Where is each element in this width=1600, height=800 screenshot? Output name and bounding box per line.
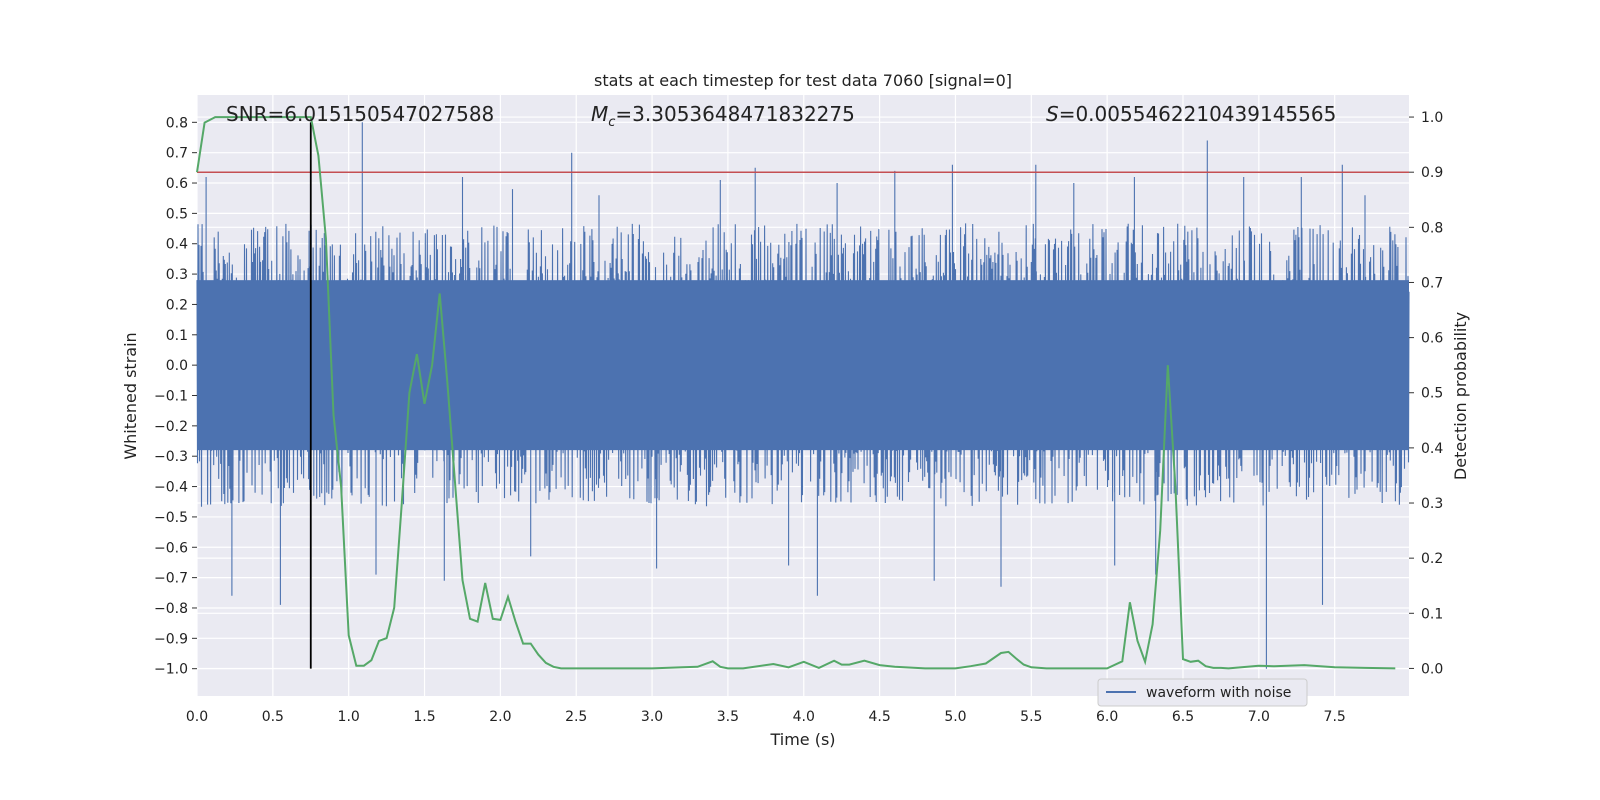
y-left-tick-label: 0.8 xyxy=(166,115,188,131)
y-left-tick-label: 0.0 xyxy=(166,358,188,374)
y-right-tick-label: 0.1 xyxy=(1421,606,1443,622)
y-right-tick-label: 0.5 xyxy=(1421,386,1443,402)
x-tick-label: 7.0 xyxy=(1248,709,1270,725)
x-tick-label: 7.5 xyxy=(1324,709,1346,725)
y-left-tick-label: −0.7 xyxy=(154,571,188,587)
y-right-tick-label: 1.0 xyxy=(1421,110,1443,126)
x-tick-label: 4.5 xyxy=(868,709,890,725)
y-left-axis-ticks: 0.8 0.7 0.6 0.5 0.4 0.3 0.2 0.1 0.0 −0.1 −0.2 −0.3 −… xyxy=(154,115,197,678)
y-left-tick-label: −0.6 xyxy=(154,540,188,556)
mc-symbol: M xyxy=(591,102,608,126)
y-left-axis-label: Whitened strain xyxy=(121,332,140,459)
chart-title: stats at each timestep for test data 706… xyxy=(594,71,1012,90)
x-tick-label: 3.0 xyxy=(641,709,663,725)
mc-value: =3.3053648471832275 xyxy=(615,102,854,126)
y-left-tick-label: −0.3 xyxy=(154,449,188,465)
x-tick-label: 5.0 xyxy=(944,709,966,725)
y-right-tick-label: 0.3 xyxy=(1421,496,1443,512)
x-tick-label: 1.5 xyxy=(413,709,435,725)
snr-annotation: SNR=6.015150547027588 xyxy=(226,102,494,126)
y-left-tick-label: −1.0 xyxy=(154,662,188,678)
x-tick-label: 2.0 xyxy=(489,709,511,725)
y-left-tick-label: −0.4 xyxy=(154,480,188,496)
y-right-tick-label: 0.2 xyxy=(1421,551,1443,567)
x-tick-label: 0.0 xyxy=(186,709,208,725)
waveform-series xyxy=(196,122,1410,669)
mc-subscript: c xyxy=(608,115,615,130)
x-tick-label: 5.5 xyxy=(1020,709,1042,725)
y-left-tick-label: −0.1 xyxy=(154,389,188,405)
y-right-tick-label: 0.0 xyxy=(1421,661,1443,677)
x-tick-label: 6.0 xyxy=(1096,709,1118,725)
y-left-tick-label: 0.7 xyxy=(166,146,188,162)
x-tick-label: 1.0 xyxy=(338,709,360,725)
y-right-tick-label: 0.6 xyxy=(1421,331,1443,347)
detection-probability-line xyxy=(196,116,1396,670)
x-tick-label: 2.5 xyxy=(565,709,587,725)
y-left-tick-label: 0.2 xyxy=(166,297,188,313)
x-axis-label: Time (s) xyxy=(769,730,835,749)
y-left-tick-label: 0.6 xyxy=(166,176,188,192)
y-right-axis-label: Detection probability xyxy=(1451,312,1470,480)
y-left-tick-label: 0.4 xyxy=(166,237,188,253)
x-tick-label: 4.0 xyxy=(793,709,815,725)
y-left-tick-label: 0.1 xyxy=(166,328,188,344)
y-right-tick-label: 0.4 xyxy=(1421,441,1443,457)
y-right-tick-label: 0.8 xyxy=(1421,220,1443,236)
overlay xyxy=(196,116,1409,670)
s-symbol: S xyxy=(1046,102,1059,126)
y-left-tick-label: 0.3 xyxy=(166,267,188,283)
y-left-tick-label: −0.8 xyxy=(154,601,188,617)
legend-box xyxy=(1097,678,1308,707)
x-axis-ticks: 0.0 0.5 1.0 1.5 2.0 2.5 3.0 3.5 4.0 4.5 5.0 5.5 6.0 6… xyxy=(186,709,1346,725)
s-annotation: S=0.0055462210439145565 xyxy=(1046,102,1336,126)
s-value: =0.0055462210439145565 xyxy=(1059,102,1337,126)
y-left-tick-label: −0.9 xyxy=(154,631,188,647)
mc-annotation: Mc=3.3053648471832275 xyxy=(591,102,855,130)
x-tick-label: 0.5 xyxy=(262,709,284,725)
y-left-tick-label: 0.5 xyxy=(166,206,188,222)
waveform-dense-band xyxy=(197,280,1409,451)
y-right-tick-label: 0.7 xyxy=(1421,275,1443,291)
x-tick-label: 6.5 xyxy=(1172,709,1194,725)
y-right-axis-ticks: 1.0 0.9 0.8 0.7 0.6 0.5 0.4 0.3 0.2 0.1 0.0 xyxy=(1409,110,1443,677)
x-tick-label: 3.5 xyxy=(717,709,739,725)
y-left-tick-label: −0.5 xyxy=(154,510,188,526)
legend-label-waveform: waveform with noise xyxy=(1146,685,1291,701)
y-right-tick-label: 0.9 xyxy=(1421,165,1443,181)
legend: waveform with noise xyxy=(1097,678,1308,707)
y-left-tick-label: −0.2 xyxy=(154,419,188,435)
